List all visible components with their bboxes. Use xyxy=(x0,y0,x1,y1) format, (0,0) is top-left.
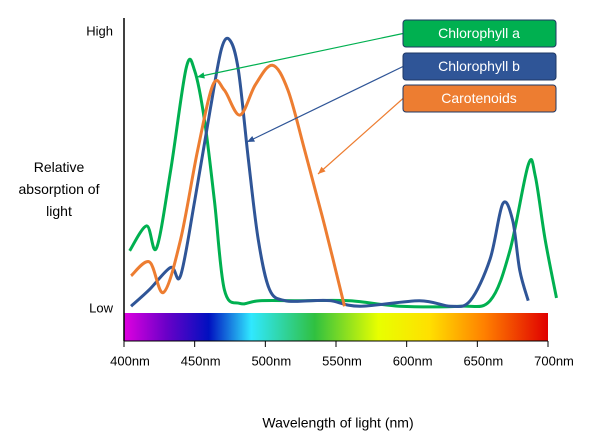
legend-arrowhead xyxy=(318,166,326,174)
y-tick-label: Low xyxy=(89,300,113,315)
spectrum-line xyxy=(128,57,558,309)
legend-label: Carotenoids xyxy=(441,90,517,106)
legend-arrowhead xyxy=(197,72,205,79)
legend-pointer xyxy=(317,98,404,175)
x-axis-label: Wavelength of light (nm) xyxy=(262,415,413,431)
x-tick-label: 500nm xyxy=(251,353,291,368)
legend-pointer xyxy=(246,65,404,143)
spectrum-line xyxy=(130,36,530,309)
x-tick-label: 550nm xyxy=(322,353,362,368)
legend-box xyxy=(402,52,557,81)
legend-box xyxy=(402,19,557,48)
x-tick-label: 400nm xyxy=(110,353,150,368)
legend-label: Chlorophyll b xyxy=(438,58,520,74)
x-tick-label: 600nm xyxy=(393,353,433,368)
legend-label: Chlorophyll a xyxy=(438,25,520,41)
x-tick-label: 450nm xyxy=(181,353,221,368)
y-axis-label: Relative absorption of light xyxy=(18,159,100,219)
y-tick-label: High xyxy=(86,23,113,38)
x-tick-label: 650nm xyxy=(463,353,503,368)
legend-pointer xyxy=(196,32,404,78)
spectrum-line xyxy=(130,63,346,307)
legend-arrowhead xyxy=(247,135,255,142)
spectrum-bar xyxy=(124,313,548,341)
legend-box xyxy=(402,84,557,113)
x-tick-label: 700nm xyxy=(534,353,574,368)
